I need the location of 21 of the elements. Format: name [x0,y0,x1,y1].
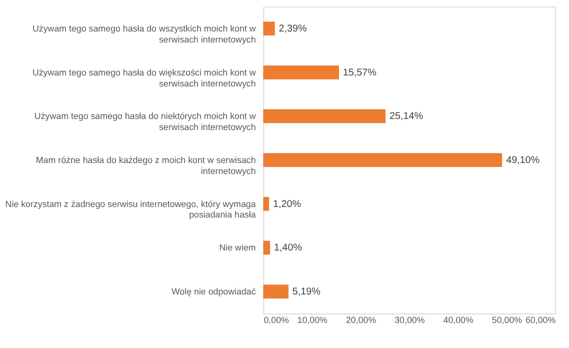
y-tick-label: Używam tego samego hasła do wszystkich moich kont w serwisach internetowych [32,24,256,44]
x-tick-label: 60,00% [525,314,556,325]
data-label: 1,20% [273,198,302,210]
data-label: 2,39% [278,24,308,35]
y-tick-label: Używam tego samego hasła do większości moich kont w serwisach internetowych [32,67,256,88]
x-tick-label: 0,00% [264,314,290,325]
data-label: 1,40% [274,242,302,254]
y-tick-label: Mam różne hasła do każdego z moich kont w serwisach internetowych [36,155,256,176]
y-tick-label: Nie wiem [219,242,256,253]
x-tick-label: 30,00% [394,314,425,325]
x-tick-label: 50,00% [492,314,522,325]
x-tick-label: 40,00% [443,314,474,325]
y-tick-label: Wolę nie odpowiadać [171,286,256,296]
data-label: 15,57% [342,67,377,78]
y-tick-label: Nie korzystam z żadnego serwisu internetowego, który wymaga posiadania hasła [5,198,256,220]
data-label: 25,14% [390,111,424,122]
data-label: 5,19% [292,286,321,298]
data-label: 49,10% [506,155,540,166]
y-tick-label: Używam tego samego hasła do niektórych moich kont w serwisach internetowych [34,111,256,132]
x-tick-label: 20,00% [346,314,376,325]
x-tick-label: 10,00% [297,314,328,325]
